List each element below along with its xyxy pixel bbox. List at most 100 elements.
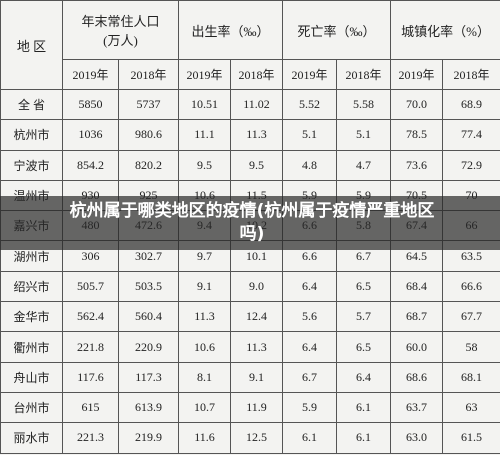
value-cell: 117.6 [62,361,119,393]
header-cell: 城镇化率（%） [390,0,500,60]
value-cell: 613.9 [117,391,180,424]
value-cell: 5.6 [282,301,338,333]
value-cell: 78.5 [390,119,444,151]
value-cell: 12.4 [230,301,284,333]
value-cell: 5.9 [282,391,338,424]
value-cell: 11.3 [230,331,284,363]
header-cell: 年末常住人口 (万人) [61,0,180,60]
value-cell: 5.52 [282,88,338,121]
region-cell: 全 省 [0,88,63,121]
value-cell: 10.51 [178,88,232,121]
header-text: (万人) [103,33,138,48]
year-row: 2019年 2018年 2019年 2018年 2019年 2018年 2019年 2018年 [1,59,500,90]
value-cell: 6.5 [336,331,392,363]
region-cell: 舟山市 [0,361,63,393]
value-cell: 6.1 [282,422,338,454]
value-cell: 66.6 [442,270,500,303]
region-cell: 金华市 [0,301,63,333]
data-row: 杭州市 1036 980.6 11.1 11.3 5.1 5.1 78.5 77.4 [0,119,500,151]
year-cell: 2018年 [117,59,180,90]
value-cell: 4.7 [336,149,392,181]
value-cell: 68.1 [442,361,500,393]
value-cell: 615 [62,391,119,424]
header-cell: 出生率（‰） [178,0,284,60]
header-cell: 死亡率（‰） [282,0,392,60]
value-cell: 5.7 [336,301,392,333]
value-cell: 820.2 [117,149,180,181]
data-row: 丽水市 221.3 219.9 11.6 12.5 6.1 6.1 63.0 61.5 [0,422,500,454]
value-cell: 9.1 [178,270,232,303]
value-cell: 9.0 [230,270,284,303]
year-cell: 2018年 [336,59,392,90]
value-cell: 6.1 [336,422,392,454]
value-cell: 5.58 [336,88,392,121]
value-cell: 11.3 [230,119,284,151]
year-cell: 2019年 [390,59,444,90]
value-cell: 220.9 [117,331,180,363]
value-cell: 219.9 [117,422,180,454]
value-cell: 60.0 [390,331,444,363]
value-cell: 12.5 [230,422,284,454]
value-cell: 6.1 [336,391,392,424]
value-cell: 9.1 [230,361,284,393]
value-cell: 503.5 [117,270,180,303]
region-cell: 丽水市 [0,422,63,454]
value-cell: 4.8 [282,149,338,181]
data-row: 全 省 5850 5737 10.51 11.02 5.52 5.58 70.0 68.9 [0,88,500,121]
region-cell: 杭州市 [0,119,63,151]
value-cell: 63 [442,391,500,424]
value-cell: 6.4 [282,331,338,363]
value-cell: 70.0 [390,88,444,121]
caption: 杭州属于哪类地区的疫情(杭州属于疫情严重地区吗) [69,201,435,244]
value-cell: 73.6 [390,149,444,181]
year-cell: 2019年 [62,59,119,90]
value-cell: 72.9 [442,149,500,181]
value-cell: 11.02 [230,88,284,121]
value-cell: 68.9 [442,88,500,121]
value-cell: 61.5 [442,422,500,454]
caption-band [0,196,500,250]
data-row: 台州市 615 613.9 10.7 11.9 5.9 6.1 63.7 63 [0,391,500,424]
header-row: 地 区 年末常住人口 (万人) 出生率（‰） 死亡率（‰） 城镇化率（%） [0,0,500,90]
value-cell: 221.3 [62,422,119,454]
region-cell: 衢州市 [0,331,63,363]
value-cell: 560.4 [117,301,180,333]
value-cell: 980.6 [117,119,180,151]
value-cell: 5850 [62,88,119,121]
data-row: 金华市 562.4 560.4 11.3 12.4 5.6 5.7 68.7 67.7 [0,301,500,333]
value-cell: 11.1 [178,119,232,151]
value-cell: 6.4 [282,270,338,303]
header-text: 年末常住人口 [81,14,160,29]
value-cell: 10.6 [178,331,232,363]
data-row: 衢州市 221.8 220.9 10.6 11.3 6.4 6.5 60.0 58 [0,331,500,363]
value-cell: 68.6 [390,361,444,393]
value-cell: 9.5 [178,149,232,181]
value-cell: 11.9 [230,391,284,424]
value-cell: 117.3 [117,361,180,393]
year-cell: 2018年 [442,59,500,90]
value-cell: 6.4 [336,361,392,393]
value-cell: 5.1 [282,119,338,151]
value-cell: 505.7 [62,270,119,303]
year-cell: 2019年 [282,59,338,90]
value-cell: 6.7 [282,361,338,393]
value-cell: 5.1 [336,119,392,151]
value-cell: 67.7 [442,301,500,333]
data-row: 宁波市 854.2 820.2 9.5 9.5 4.8 4.7 73.6 72.9 [0,149,500,181]
value-cell: 11.6 [178,422,232,454]
value-cell: 11.3 [178,301,232,333]
value-cell: 68.4 [390,270,444,303]
header-cell: 地 区 [0,0,63,90]
value-cell: 10.7 [178,391,232,424]
value-cell: 63.0 [390,422,444,454]
value-cell: 221.8 [62,331,119,363]
region-cell: 台州市 [0,391,63,424]
year-cell: 2019年 [178,59,232,90]
data-row: 舟山市 117.6 117.3 8.1 9.1 6.7 6.4 68.6 68.1 [0,361,500,393]
value-cell: 5737 [117,88,180,121]
value-cell: 6.5 [336,270,392,303]
year-cell: 2018年 [230,59,284,90]
region-cell: 绍兴市 [0,270,63,303]
value-cell: 68.7 [390,301,444,333]
